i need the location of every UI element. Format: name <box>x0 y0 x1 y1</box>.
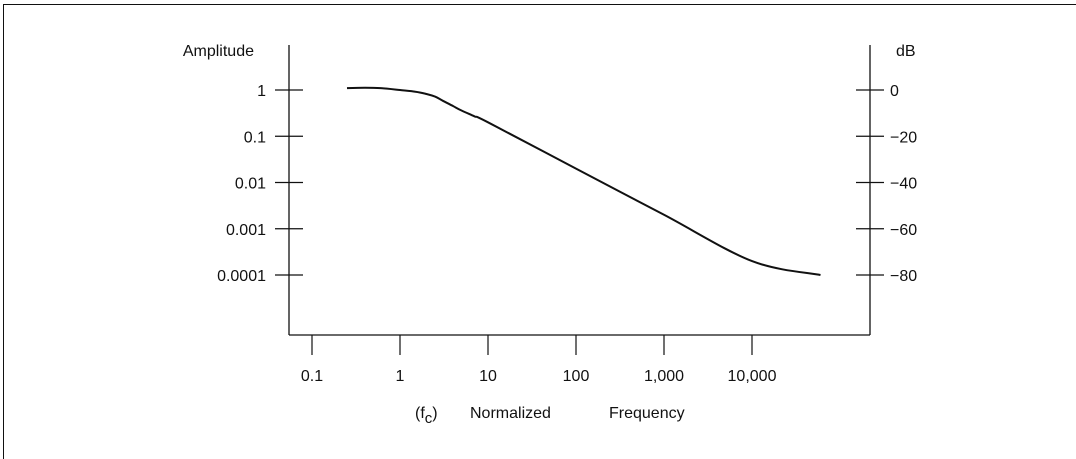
x-axis-title-word: Normalized <box>470 405 551 422</box>
left-tick-label: 1 <box>257 83 266 100</box>
left-tick-label: 0.001 <box>226 222 266 239</box>
ticks <box>275 89 884 355</box>
x-tick-label: 10 <box>479 368 497 385</box>
left-tick-label: 0.0001 <box>217 268 266 285</box>
right-tick-label: −20 <box>890 129 917 146</box>
left-axis-title: Amplitude <box>183 43 254 60</box>
right-tick-label: −40 <box>890 176 917 193</box>
right-tick-label: 0 <box>890 83 899 100</box>
x-tick-label: 0.1 <box>301 368 323 385</box>
x-tick-label: 100 <box>563 368 590 385</box>
x-tick-label: 1 <box>396 368 405 385</box>
x-tick-label: 1,000 <box>644 368 684 385</box>
labels: 1 0.1 0.01 0.001 0.0001 Amplitude 0 −20 −40 −60 −8… <box>183 43 917 427</box>
x-axis-title-word: Frequency <box>609 405 685 422</box>
series-group <box>346 86 821 276</box>
axes <box>288 45 871 336</box>
amplitude-curve <box>346 86 821 276</box>
left-tick-label: 0.1 <box>244 129 266 146</box>
right-tick-label: −80 <box>890 268 917 285</box>
x-axis-title: (fc) <box>415 405 438 427</box>
figure-frame <box>3 4 1076 459</box>
left-tick-label: 0.01 <box>235 176 266 193</box>
x-tick-label: 10,000 <box>728 368 777 385</box>
right-axis-title: dB <box>896 43 916 60</box>
right-tick-label: −60 <box>890 222 917 239</box>
